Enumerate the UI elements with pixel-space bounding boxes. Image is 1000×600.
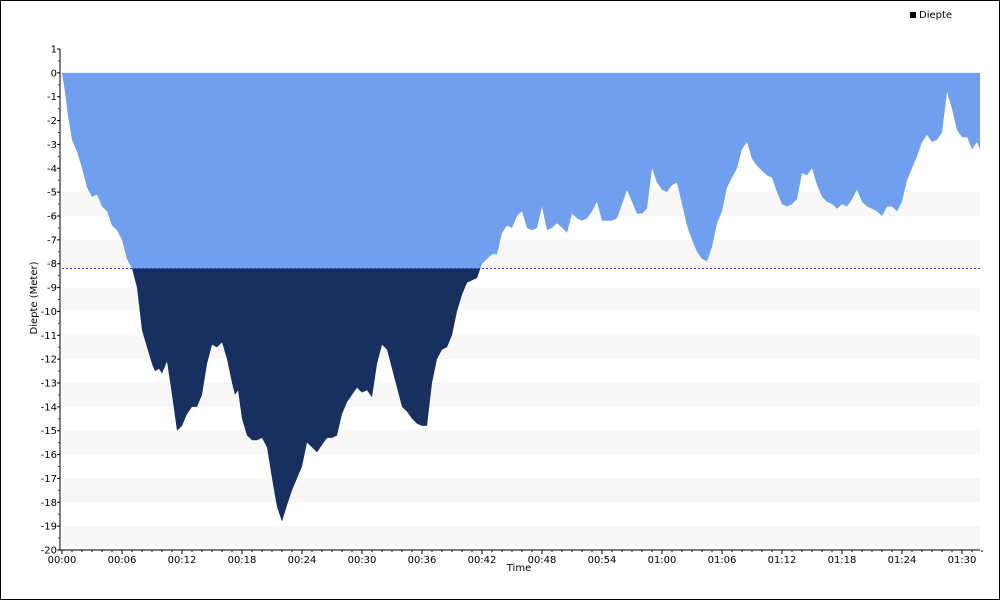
y-tick-label: -4 — [47, 164, 57, 175]
legend-label: Diepte — [919, 10, 952, 21]
grid-band — [62, 478, 980, 503]
y-tick-label: -14 — [41, 402, 57, 413]
y-tick-label: -10 — [41, 307, 57, 318]
x-tick-label: 00:18 — [228, 555, 257, 566]
y-tick-label: -18 — [41, 498, 57, 509]
x-tick-label: 01:00 — [648, 555, 677, 566]
x-tick-label: 00:36 — [408, 555, 437, 566]
x-tick-label: 00:06 — [108, 555, 137, 566]
x-tick-label: 01:18 — [828, 555, 857, 566]
x-tick-label: 00:54 — [588, 555, 617, 566]
y-tick-label: -16 — [41, 450, 57, 461]
y-tick-label: -15 — [41, 426, 57, 437]
y-tick-label: -8 — [47, 259, 57, 270]
y-axis-ticks: 1 0 -1 -2 -3 -4 -5 -6 -7 -8 -9 -10 -11 -12 -13 -14 -15 -1… — [41, 45, 60, 557]
y-tick-label: -2 — [47, 116, 57, 127]
x-tick-label: 01:24 — [888, 555, 917, 566]
y-tick-label: -7 — [47, 235, 57, 246]
grid-band — [62, 526, 980, 550]
x-tick-label: 00:30 — [348, 555, 377, 566]
x-tick-label: 01:30 — [948, 555, 977, 566]
grid-band — [62, 430, 980, 455]
x-axis-ticks: 00:00 00:06 00:12 00:18 00:24 00:30 00:36 00:42… — [48, 550, 983, 566]
x-tick-label: 01:06 — [708, 555, 737, 566]
depth-area — [62, 72, 980, 522]
y-tick-label: -20 — [41, 546, 57, 557]
y-axis-title: Diepte (Meter) — [29, 261, 40, 334]
y-tick-label: -13 — [41, 379, 57, 390]
y-tick-label: -9 — [47, 283, 57, 294]
x-axis-title: Time — [506, 563, 531, 574]
x-tick-label: 00:12 — [168, 555, 197, 566]
depth-area-shallow — [62, 72, 980, 269]
y-tick-label: -1 — [47, 92, 57, 103]
y-tick-label: -12 — [41, 355, 57, 366]
x-tick-label: 00:24 — [288, 555, 317, 566]
x-tick-label: 01:12 — [768, 555, 797, 566]
x-tick-label: 00:48 — [528, 555, 557, 566]
legend: Diepte — [910, 10, 952, 21]
y-tick-label: 1 — [51, 45, 57, 56]
x-tick-label: 00:00 — [48, 555, 77, 566]
y-tick-label: -6 — [47, 212, 57, 223]
y-tick-label: -3 — [47, 140, 57, 151]
y-tick-label: -17 — [41, 474, 57, 485]
y-tick-label: 0 — [51, 68, 57, 79]
legend-swatch — [910, 12, 916, 18]
y-tick-label: -19 — [41, 522, 57, 533]
y-tick-label: -5 — [47, 188, 57, 199]
x-tick-label: 00:42 — [468, 555, 497, 566]
y-tick-label: -11 — [41, 331, 57, 342]
depth-area-deep — [131, 268, 481, 522]
